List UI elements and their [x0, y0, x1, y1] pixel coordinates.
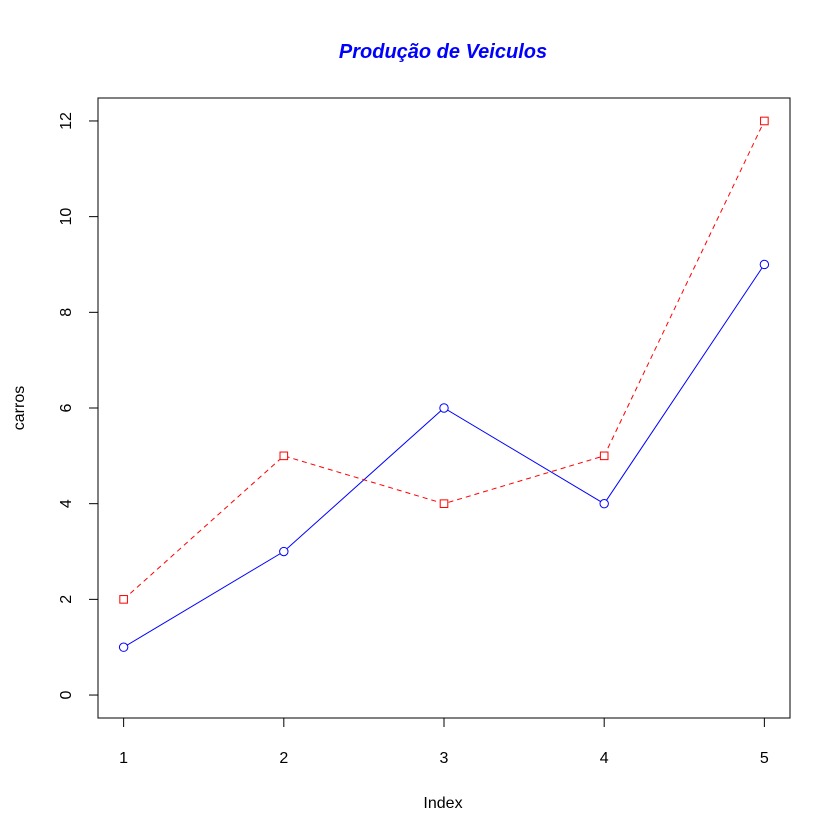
series-layer: [118, 116, 770, 652]
y-axis: 0 2 4 6 8 10 12: [58, 112, 99, 699]
x-tick-label: 5: [760, 750, 769, 767]
x-tick-label: 4: [600, 750, 609, 767]
data-point: [279, 451, 289, 461]
data-point: [599, 498, 609, 509]
x-axis: 1 2 3 4 5: [119, 717, 769, 767]
data-point: [439, 403, 449, 413]
x-tick-label: 2: [279, 750, 288, 767]
x-tick-label: 3: [440, 750, 449, 767]
series-2: [119, 116, 769, 604]
data-point: [119, 595, 128, 604]
y-tick-label: 2: [58, 595, 75, 604]
x-tick-label: 1: [119, 750, 128, 767]
y-tick-label: 0: [58, 690, 75, 699]
chart-title: Produção de Veiculos: [339, 41, 547, 63]
data-point: [118, 642, 129, 652]
data-point: [760, 116, 769, 126]
y-tick-label: 10: [58, 208, 75, 226]
data-point: [279, 546, 289, 557]
data-point: [439, 499, 449, 508]
y-tick-label: 4: [58, 499, 75, 508]
y-tick-label: 12: [58, 112, 75, 130]
y-axis-label: carros: [11, 386, 28, 430]
data-point: [759, 259, 770, 270]
x-axis-label: Index: [423, 795, 462, 812]
y-tick-label: 6: [58, 403, 75, 412]
y-tick-label: 8: [58, 308, 75, 317]
series-1: [118, 259, 770, 652]
series-line: [123, 120, 765, 600]
data-point: [599, 451, 609, 461]
